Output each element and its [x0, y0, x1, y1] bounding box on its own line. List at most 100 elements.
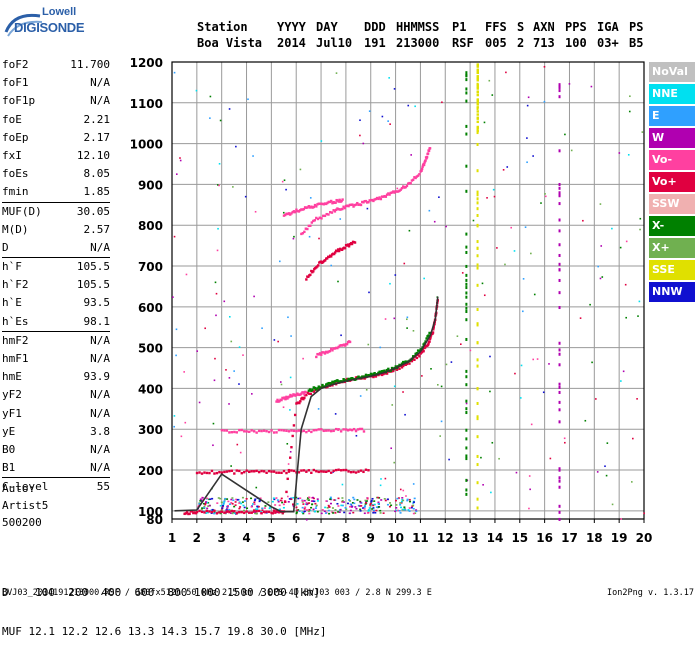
noise-dot: [536, 358, 539, 360]
trace-point-vominus: [334, 346, 338, 350]
trace-point-voplus: [324, 259, 327, 262]
noise-dot: [341, 483, 344, 486]
trace-point-voplus: [382, 372, 385, 376]
es-band-dot: [359, 501, 362, 504]
noise-dot: [252, 155, 254, 157]
es-band-dot: [244, 500, 247, 502]
trace-point-voplus: [250, 511, 253, 514]
interference-dot: [476, 169, 479, 173]
es-band-dot: [306, 497, 309, 499]
trace-point-voplus: [193, 511, 196, 514]
trace-point-xminus: [313, 386, 317, 390]
trace-point-vominus: [260, 429, 263, 433]
trace-point-voplus: [432, 328, 435, 331]
noise-dot: [393, 385, 396, 388]
trace-point-vominus: [296, 209, 299, 213]
noise-dot: [281, 180, 284, 183]
noise-dot: [196, 350, 199, 352]
trace-point-vominus: [373, 198, 376, 201]
interference-dot: [558, 193, 561, 197]
interference-dot: [465, 457, 468, 461]
noise-dot: [315, 505, 318, 508]
trace-point-voplus: [290, 446, 293, 449]
noise-dot: [384, 318, 387, 320]
trace-point-vominus: [337, 428, 340, 431]
trace-point-xminus: [328, 381, 332, 385]
noise-dot: [212, 444, 214, 447]
trace-point-xminus: [339, 380, 343, 383]
noise-dot: [280, 383, 283, 386]
es-band-dot: [377, 501, 380, 504]
noise-dot: [543, 65, 546, 68]
noise-dot: [526, 104, 529, 107]
noise-dot: [596, 471, 599, 473]
interference-dot: [465, 78, 468, 82]
trace-point-vominus: [343, 206, 347, 210]
es-band-dot: [408, 510, 411, 512]
noise-dot: [388, 77, 390, 79]
noise-dot: [461, 272, 464, 274]
es-band-dot: [406, 498, 409, 501]
trace-point-sse: [476, 113, 479, 116]
noise-dot: [502, 169, 505, 171]
x-tick-label: 18: [586, 531, 603, 545]
noise-dot: [318, 237, 320, 240]
trace-point-vominus: [300, 208, 303, 211]
es-band-dot: [276, 499, 279, 501]
noise-dot: [387, 120, 389, 122]
trace-point-vominus: [315, 216, 318, 220]
es-band-dot: [363, 506, 366, 508]
param-row-yf2: yF2 N/A: [2, 386, 110, 404]
interference-dot: [558, 382, 561, 386]
noise-dot: [317, 408, 320, 410]
trace-point-vominus: [317, 202, 320, 205]
trace-point-voplus: [428, 340, 431, 343]
trace-point-vominus: [238, 428, 241, 432]
trace-point-vominus: [387, 192, 390, 195]
es-band-dot: [329, 498, 332, 500]
es-band-dot: [352, 496, 355, 499]
es-band-dot: [238, 507, 241, 510]
es-band-dot: [328, 506, 331, 508]
param-name: h`F2: [2, 278, 29, 292]
interference-dot: [476, 214, 479, 218]
noise-dot: [233, 370, 235, 372]
es-band-dot: [355, 507, 358, 510]
interference-dot: [558, 218, 561, 222]
trace-point-vominus: [325, 350, 328, 354]
trace-point-vominus: [322, 203, 325, 206]
noise-dot: [365, 389, 368, 391]
noise-dot: [367, 343, 370, 346]
trace-point-vominus: [334, 427, 338, 431]
noise-dot: [289, 450, 292, 453]
noise-dot: [334, 413, 337, 415]
trace-point-vominus: [310, 205, 313, 208]
trace-point-vominus: [352, 427, 356, 431]
param-value: 2.57: [83, 222, 111, 236]
trace-point-voplus: [195, 510, 199, 514]
trace-point-voplus: [310, 471, 313, 475]
trace-point-vominus: [389, 191, 393, 195]
auto-label: Auto:: [2, 482, 36, 495]
trace-point-voplus: [267, 469, 271, 473]
es-band-dot: [399, 504, 402, 506]
noise-dot: [219, 119, 222, 122]
noise-dot: [441, 101, 443, 104]
interference-dot: [476, 401, 479, 405]
interference-dot: [465, 407, 468, 411]
noise-dot: [408, 229, 411, 232]
y-tick-label: 700: [138, 260, 163, 274]
param-value: 8.05: [83, 167, 111, 181]
noise-dot: [445, 363, 448, 366]
es-band-dot: [345, 508, 348, 511]
trace-point-voplus: [334, 468, 338, 472]
noise-dot: [599, 277, 602, 280]
noise-dot: [278, 260, 281, 263]
trace-point-sse: [476, 103, 479, 106]
trace-point-vominus: [318, 202, 322, 206]
interference-dot: [476, 142, 479, 146]
es-band-dot: [202, 502, 205, 505]
trace-point-vominus: [339, 208, 343, 211]
trace-point-vominus: [250, 429, 253, 432]
trace-point-vominus: [292, 210, 296, 213]
